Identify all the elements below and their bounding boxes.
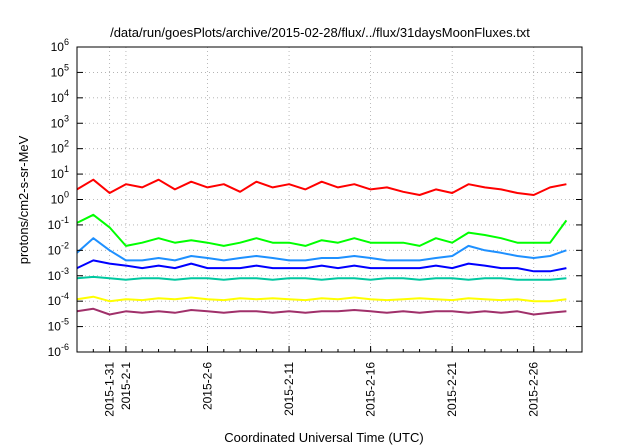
y-tick-label: 10-6 <box>48 342 69 359</box>
chart-title: /data/run/goesPlots/archive/2015-02-28/f… <box>110 25 530 40</box>
grid <box>77 46 582 353</box>
y-tick-label: 103 <box>51 113 69 130</box>
x-tick-label: 2015-2-16 <box>364 362 378 417</box>
y-tick-label: 10-3 <box>48 266 69 283</box>
series-line-5 <box>76 275 567 281</box>
x-tick-label: 2015-1-31 <box>103 362 117 417</box>
x-axis: 2015-1-31 2015-2-1 2015-2-6 2015-2-11 2015-2… <box>76 346 567 417</box>
series-line-2 <box>76 213 568 247</box>
y-tick-label: 10-5 <box>48 317 69 334</box>
y-tick-label: 101 <box>51 164 69 181</box>
x-tick-label: 2015-2-26 <box>527 362 541 417</box>
y-axis-label: protons/cm2-s-sr-MeV <box>16 135 31 264</box>
y-tick-label: 10-1 <box>48 215 69 232</box>
y-tick-label: 10-2 <box>48 240 69 257</box>
y-tick-label: 105 <box>51 62 69 79</box>
y-tick-label: 106 <box>51 37 69 54</box>
series-line-7 <box>76 307 567 316</box>
y-tick-label: 10-4 <box>48 291 69 308</box>
x-tick-label: 2015-2-6 <box>200 362 214 410</box>
x-tick-label: 2015-2-11 <box>282 362 296 416</box>
y-axis: 10-6 10-5 10-4 10-3 10-2 10-1 100 101 102 103 104 1… <box>48 37 582 359</box>
series-group <box>76 178 568 316</box>
y-tick-label: 100 <box>51 190 69 207</box>
series-line-1 <box>76 178 567 196</box>
series-line-4 <box>76 259 567 273</box>
series-line-3 <box>76 237 567 262</box>
y-tick-label: 102 <box>51 139 69 156</box>
x-axis-label: Coordinated Universal Time (UTC) <box>224 430 423 445</box>
x-tick-label: 2015-2-21 <box>445 362 459 417</box>
y-tick-label: 104 <box>51 88 69 105</box>
series-line-6 <box>76 295 567 303</box>
x-tick-label: 2015-2-1 <box>119 362 133 410</box>
